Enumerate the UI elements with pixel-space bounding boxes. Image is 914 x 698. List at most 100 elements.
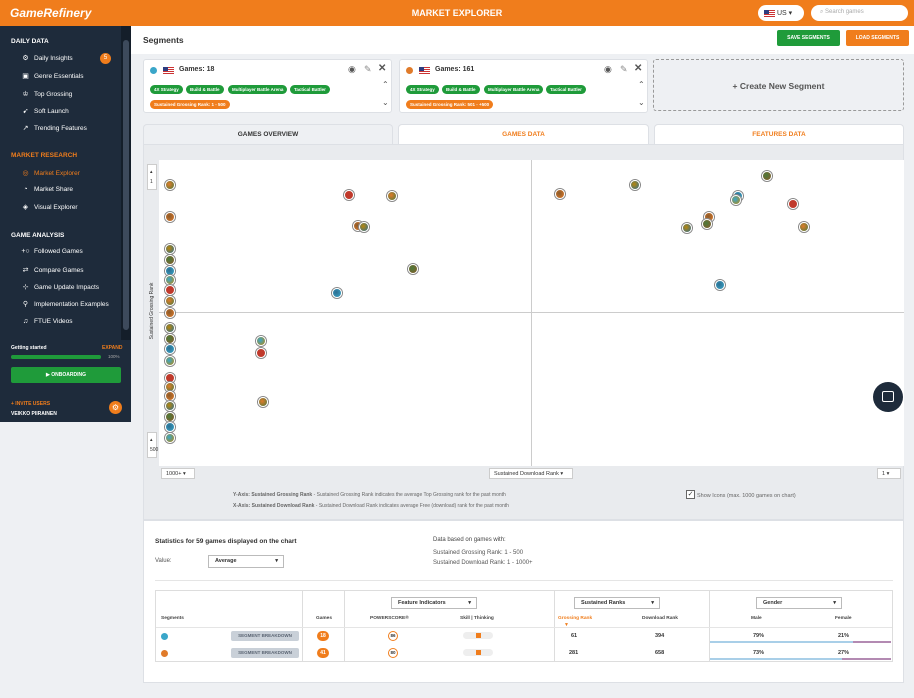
game-icon[interactable] <box>165 412 175 422</box>
col-download-rank[interactable]: Download Rank <box>642 616 678 621</box>
tab-games-overview[interactable]: GAMES OVERVIEW <box>143 124 393 144</box>
sidebar-item-market-explorer[interactable]: ◎ Market Explorer <box>21 169 79 177</box>
game-icon[interactable] <box>165 255 175 265</box>
x-axis-right-select[interactable]: 1 ▾ <box>877 468 901 479</box>
sidebar-item-daily-insights[interactable]: ⚙ Daily Insights <box>21 54 72 62</box>
col-male: Male <box>751 616 762 621</box>
country-selector[interactable]: US ▾ <box>758 5 804 21</box>
game-icon[interactable] <box>165 433 175 443</box>
chevron-down-icon: ▾ <box>788 10 793 17</box>
y-axis-top-select[interactable]: ▴ 1 <box>147 164 157 190</box>
game-icon[interactable] <box>165 244 175 254</box>
sidebar-item-market-share[interactable]: ◔ Market Share <box>21 186 73 193</box>
edit-icon[interactable]: ✎ <box>364 64 372 74</box>
sidebar-item-top-grossing[interactable]: ♔ Top Grossing <box>21 90 72 98</box>
sidebar-scroll-thumb[interactable] <box>123 40 129 330</box>
sidebar-item-soft-launch[interactable]: ➹ Soft Launch <box>21 107 69 115</box>
sidebar-item-genre-essentials[interactable]: ▣ Genre Essentials <box>21 72 84 80</box>
game-icon[interactable] <box>165 285 175 295</box>
game-icon[interactable] <box>762 171 772 181</box>
sidebar-item-compare-games[interactable]: ⇄ Compare Games <box>21 266 84 274</box>
expand-link[interactable]: EXPAND <box>102 345 123 351</box>
game-icon[interactable] <box>630 180 640 190</box>
sustained-ranks-select[interactable]: Sustained Ranks ▾ <box>574 597 660 609</box>
y-axis-bottom-select[interactable]: ▴ 500 <box>147 432 159 458</box>
x-axis-label-select[interactable]: Sustained Download Rank ▾ <box>489 468 573 479</box>
game-icon[interactable] <box>165 401 175 411</box>
tab-features-data[interactable]: FEATURES DATA <box>654 124 904 144</box>
sidebar-item-trending-features[interactable]: ↗ Trending Features <box>21 124 87 132</box>
game-icon[interactable] <box>788 199 798 209</box>
game-icon[interactable] <box>165 334 175 344</box>
search-input[interactable]: ⌕ Search games <box>811 5 908 21</box>
chevron-up-icon[interactable]: ⌃ <box>638 80 645 89</box>
game-icon[interactable] <box>799 222 809 232</box>
x-axis-left-select[interactable]: 1000+ ▾ <box>161 468 195 479</box>
onboarding-button[interactable]: ▶ ONBOARDING <box>11 367 121 383</box>
show-icons-checkbox[interactable]: ✓ <box>686 490 695 499</box>
game-icon[interactable] <box>165 323 175 333</box>
value-select[interactable]: Average ▾ <box>208 555 284 568</box>
sidebar-item-ftue-videos[interactable]: ♫ FTUE Videos <box>21 318 73 325</box>
segment-card-2[interactable]: Games: 161 ◉ ✎ ✕ 4X Strategy Build & Bat… <box>399 59 648 113</box>
game-icon[interactable] <box>682 223 692 233</box>
game-icon[interactable] <box>702 219 712 229</box>
value-select-option: Average <box>215 558 237 564</box>
game-icon[interactable] <box>165 356 175 366</box>
chat-button[interactable] <box>873 382 903 412</box>
game-icon[interactable] <box>165 275 175 285</box>
close-icon[interactable]: ✕ <box>378 63 387 74</box>
game-icon[interactable] <box>165 212 175 222</box>
game-icon[interactable] <box>408 264 418 274</box>
feature-indicators-select[interactable]: Feature Indicators ▾ <box>391 597 477 609</box>
settings-gear-icon[interactable]: ⚙ <box>109 401 122 414</box>
game-icon[interactable] <box>165 180 175 190</box>
game-icon[interactable] <box>359 222 369 232</box>
chevron-down-icon[interactable]: ⌄ <box>638 98 645 107</box>
game-icon[interactable] <box>256 348 266 358</box>
create-new-segment-button[interactable]: + Create New Segment <box>653 59 904 111</box>
segment-card-1[interactable]: Games: 18 ◉ ✎ ✕ 4X Strategy Build & Batt… <box>143 59 392 113</box>
game-icon[interactable] <box>344 190 354 200</box>
game-icon[interactable] <box>555 189 565 199</box>
game-icon[interactable] <box>731 195 741 205</box>
gender-label: Gender <box>763 600 783 606</box>
sidebar-item-label: Genre Essentials <box>34 73 84 80</box>
game-icon[interactable] <box>715 280 725 290</box>
game-icon[interactable] <box>165 422 175 432</box>
game-icon[interactable] <box>258 397 268 407</box>
game-icon[interactable] <box>165 296 175 306</box>
gender-select[interactable]: Gender ▾ <box>756 597 842 609</box>
sidebar-section-market-research: MARKET RESEARCH <box>11 152 78 159</box>
chevron-down-icon: ▾ <box>651 600 654 606</box>
chevron-down-icon[interactable]: ⌄ <box>382 98 389 107</box>
edit-icon[interactable]: ✎ <box>620 64 628 74</box>
game-icon[interactable] <box>165 391 175 401</box>
table-divider <box>709 591 710 661</box>
logo[interactable]: GameRefinery <box>10 6 92 20</box>
invite-users-link[interactable]: + INVITE USERS <box>11 401 51 407</box>
sort-down-icon[interactable]: ▼ <box>564 622 569 628</box>
sidebar-item-implementation-examples[interactable]: ⚲ Implementation Examples <box>21 300 109 308</box>
game-icon[interactable] <box>387 191 397 201</box>
grossing-rank-value: 281 <box>569 650 579 656</box>
tab-games-data[interactable]: GAMES DATA <box>398 124 649 144</box>
save-segments-button[interactable]: SAVE SEGMENTS <box>777 30 840 46</box>
game-icon[interactable] <box>165 308 175 318</box>
chevron-up-icon[interactable]: ⌃ <box>382 80 389 89</box>
sidebar-item-game-update-impacts[interactable]: ⊹ Game Update Impacts <box>21 283 99 291</box>
col-grossing-rank[interactable]: Grossing Rank <box>558 616 593 621</box>
load-segments-button[interactable]: LOAD SEGMENTS <box>846 30 909 46</box>
sidebar-item-followed-games[interactable]: +○ Followed Games <box>21 248 82 255</box>
sidebar-item-visual-explorer[interactable]: ◈ Visual Explorer <box>21 203 78 211</box>
game-icon[interactable] <box>165 344 175 354</box>
eye-icon[interactable]: ◉ <box>604 64 612 74</box>
segment-breakdown-button[interactable]: SEGMENT BREAKDOWN <box>231 648 299 658</box>
eye-icon[interactable]: ◉ <box>348 64 356 74</box>
segment-breakdown-button[interactable]: SEGMENT BREAKDOWN <box>231 631 299 641</box>
y-axis-bottom-value: 500 <box>150 447 159 453</box>
scatter-plot[interactable] <box>159 160 904 466</box>
game-icon[interactable] <box>256 336 266 346</box>
game-icon[interactable] <box>332 288 342 298</box>
close-icon[interactable]: ✕ <box>634 63 643 74</box>
